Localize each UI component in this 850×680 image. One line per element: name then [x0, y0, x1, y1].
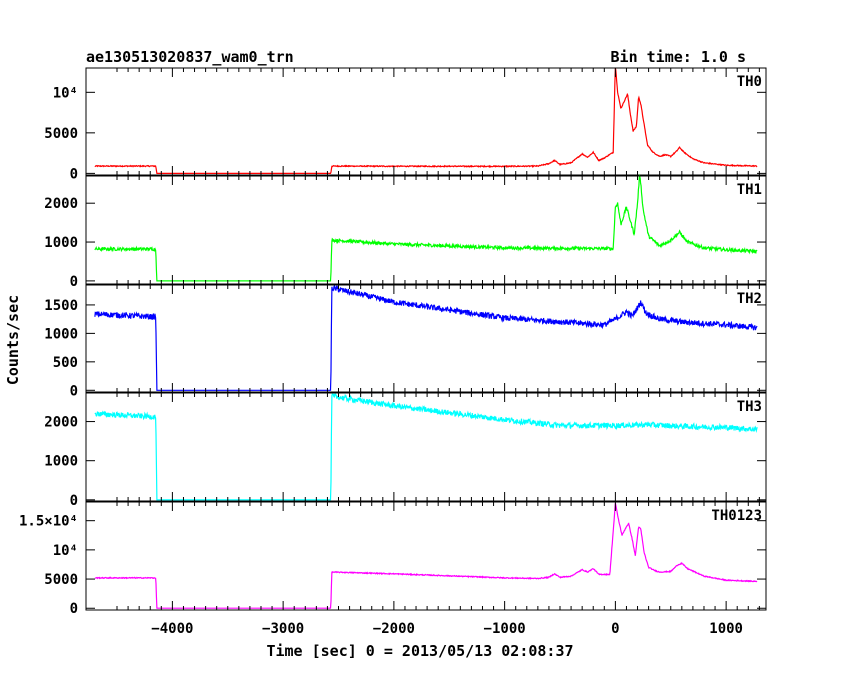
x-tick-label: 0: [611, 621, 619, 637]
panel-frame: [85, 175, 767, 285]
x-tick-label: 1000: [709, 621, 743, 637]
chart-title: ae130513020837_wam0_trn: [86, 48, 294, 66]
y-tick-label: 0: [70, 274, 78, 290]
y-tick-label: 0: [70, 493, 78, 509]
panel-th0: TH0 0 5000 10⁴: [44, 67, 767, 182]
series-line-th2: [94, 284, 758, 391]
panel-frame: [85, 501, 767, 611]
panel-frame: [85, 67, 767, 176]
series-line-th3: [94, 392, 758, 501]
y-tick-label: 1500: [44, 298, 78, 314]
series-line-th0123: [94, 502, 758, 609]
y-tick-label: 5000: [44, 572, 78, 588]
x-tick-label: −1000: [484, 621, 526, 637]
panel-th2: TH2 0 500 1000 1500: [44, 284, 767, 399]
y-tick-label: 0: [70, 601, 78, 617]
panel-label: TH3: [737, 399, 762, 415]
bin-time-label: Bin time: 1.0 s: [611, 48, 746, 66]
panel-label: TH0123: [711, 508, 762, 524]
y-tick-label: 1.5×10⁴: [19, 514, 78, 530]
panel-th3: TH3 0 1000 2000: [44, 392, 767, 509]
panel-th1: TH1 0 1000 2000: [44, 173, 767, 290]
x-tick-label: −3000: [262, 621, 304, 637]
panel-frame: [85, 284, 767, 393]
x-axis-label: Time [sec] 0 = 2013/05/13 02:08:37: [266, 642, 573, 660]
x-tick-labels: −4000 −3000 −2000 −1000 0 1000: [151, 621, 743, 637]
y-tick-label: 10⁴: [53, 543, 78, 559]
panel-label: TH2: [737, 291, 762, 307]
series-line-th1: [94, 173, 758, 282]
panel-th0123: TH0123 0 5000 10⁴ 1.5×10⁴: [19, 501, 767, 617]
y-tick-label: 0: [70, 166, 78, 182]
y-tick-label: 0: [70, 383, 78, 399]
x-tick-label: −4000: [151, 621, 193, 637]
panels-group: TH00500010⁴TH1010002000TH2050010001500TH…: [19, 67, 767, 617]
series-line-th0: [94, 67, 758, 174]
panel-label: TH0: [737, 74, 762, 90]
panel-frame: [85, 392, 767, 502]
x-tick-label: −2000: [373, 621, 415, 637]
y-tick-label: 1000: [44, 326, 78, 342]
y-tick-label: 5000: [44, 126, 78, 142]
y-tick-label: 2000: [44, 415, 78, 431]
y-tick-label: 500: [53, 355, 78, 371]
y-tick-label: 1000: [44, 235, 78, 251]
y-tick-label: 2000: [44, 196, 78, 212]
y-tick-label: 10⁴: [53, 85, 78, 101]
y-tick-label: 1000: [44, 454, 78, 470]
panel-label: TH1: [737, 182, 762, 198]
y-axis-label: Counts/sec: [4, 295, 22, 385]
